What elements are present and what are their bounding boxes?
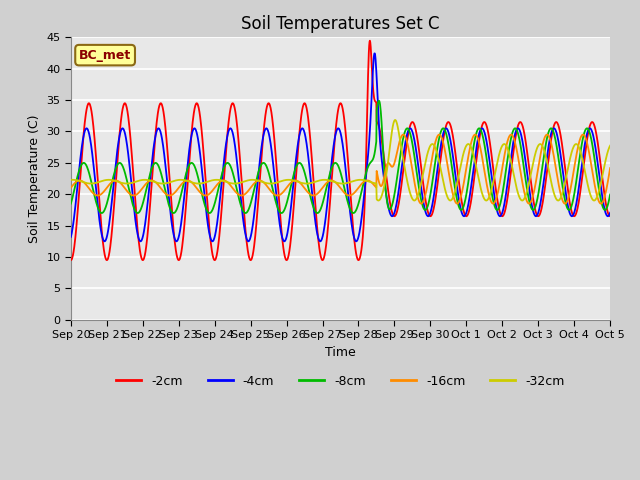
Title: Soil Temperatures Set C: Soil Temperatures Set C — [241, 15, 440, 33]
Text: BC_met: BC_met — [79, 48, 131, 61]
Legend: -2cm, -4cm, -8cm, -16cm, -32cm: -2cm, -4cm, -8cm, -16cm, -32cm — [111, 370, 570, 393]
X-axis label: Time: Time — [325, 346, 356, 359]
Y-axis label: Soil Temperature (C): Soil Temperature (C) — [28, 114, 41, 243]
